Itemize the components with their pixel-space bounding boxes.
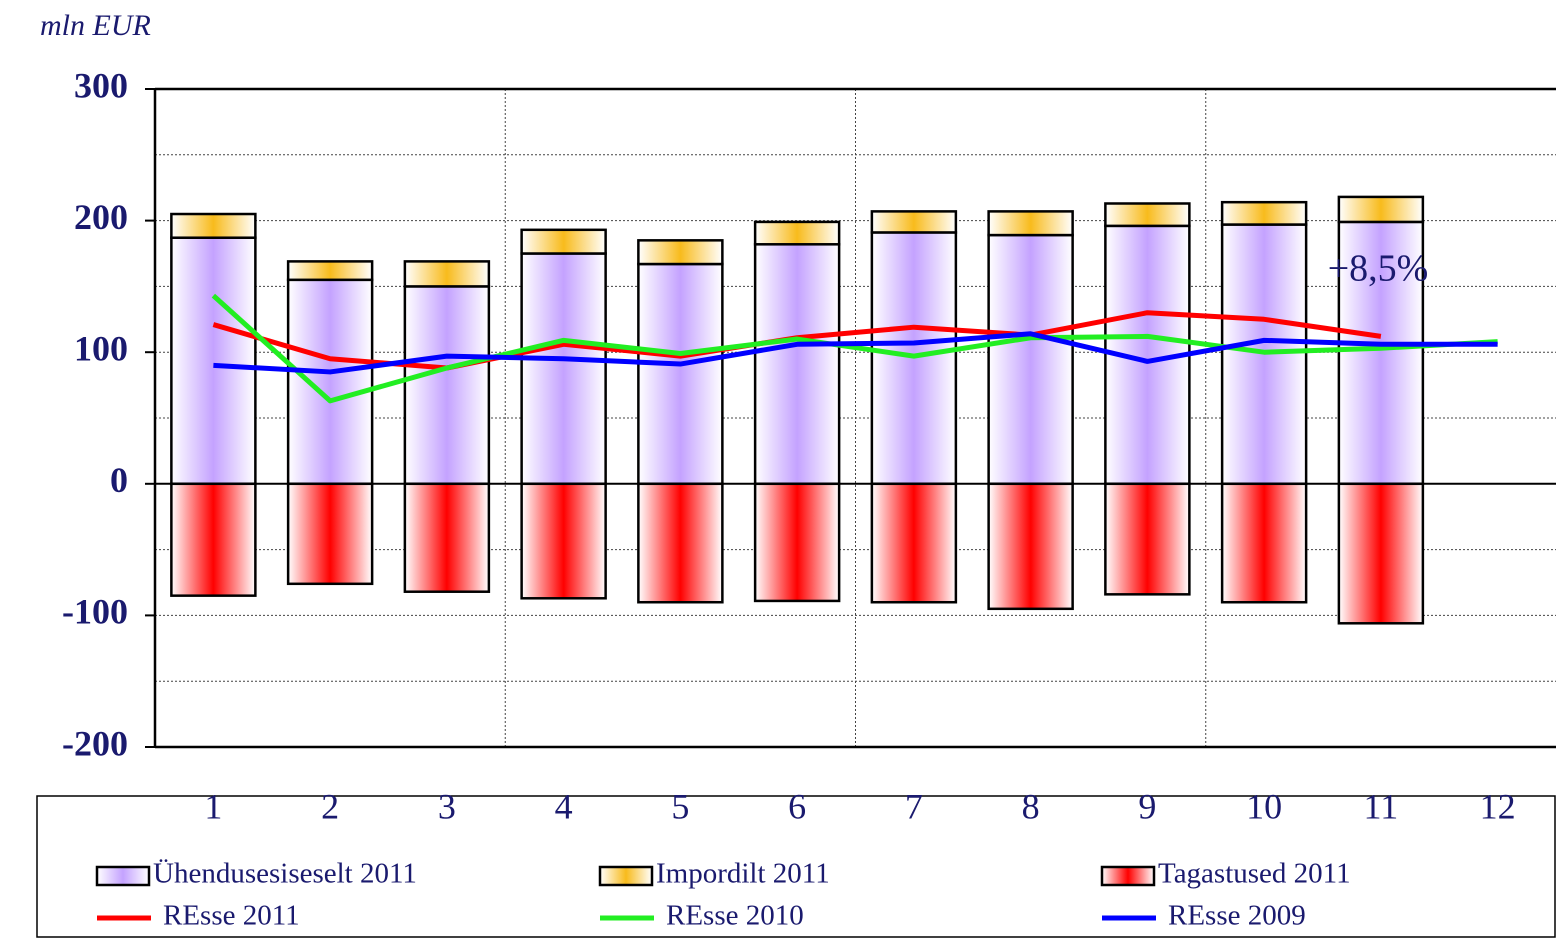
bar [403, 260, 491, 288]
x-tick-label: 5 [671, 786, 689, 826]
y-axis-label: mln EUR [40, 9, 151, 42]
legend-label: REsse 2009 [1168, 900, 1306, 932]
x-tick-label: 12 [1480, 786, 1516, 826]
x-tick-label: 8 [1022, 786, 1040, 826]
bar [753, 243, 841, 486]
x-tick-label: 9 [1138, 786, 1156, 826]
bar [1104, 202, 1191, 228]
legend-swatch [1100, 865, 1156, 887]
bar [520, 482, 607, 600]
bar [987, 210, 1074, 237]
x-tick-label: 1 [204, 786, 222, 826]
bar [1220, 482, 1308, 604]
bar [870, 482, 958, 604]
bar [286, 482, 374, 586]
x-tick-label: 4 [555, 786, 573, 826]
legend-label: REsse 2011 [163, 900, 300, 932]
bar [753, 220, 841, 246]
legend-label: Impordilt 2011 [656, 858, 830, 890]
legend-box [36, 795, 1556, 938]
x-tick-label: 7 [905, 786, 923, 826]
bar [520, 252, 607, 486]
y-tick-label: 200 [74, 197, 128, 237]
bar [286, 278, 374, 486]
y-tick-label: 0 [110, 460, 128, 500]
bar [170, 236, 257, 486]
bar [170, 212, 257, 239]
bar [753, 482, 841, 603]
bar [1220, 200, 1308, 226]
legend-swatch [95, 865, 151, 887]
bar [1104, 482, 1191, 596]
x-tick-label: 10 [1246, 786, 1282, 826]
x-tick-label: 11 [1364, 786, 1399, 826]
x-tick-label: 3 [438, 786, 456, 826]
legend-label: Tagastused 2011 [1158, 858, 1351, 890]
bar [987, 482, 1074, 611]
bar [637, 239, 724, 266]
bar [987, 233, 1074, 486]
line [211, 293, 1498, 404]
y-tick-label: -100 [62, 592, 128, 632]
legend-label: REsse 2010 [666, 900, 804, 932]
bar [286, 260, 374, 282]
bar [520, 228, 607, 255]
bar [403, 285, 491, 486]
bar [1337, 482, 1425, 625]
bar [1337, 195, 1425, 224]
y-tick-label: 100 [74, 328, 128, 368]
bar [403, 482, 491, 593]
bar [637, 262, 724, 486]
x-tick-label: 6 [788, 786, 806, 826]
x-tick-label: 2 [321, 786, 339, 826]
line [213, 331, 1498, 375]
y-tick-label: 300 [74, 65, 128, 105]
legend-label: Ühendusesiseselt 2011 [153, 858, 417, 890]
y-tick-label: -200 [62, 723, 128, 763]
bar [170, 482, 257, 597]
bar [637, 482, 724, 604]
legend-swatch [598, 865, 654, 887]
annotation: +8,5% [1328, 248, 1429, 290]
bar [870, 210, 958, 234]
